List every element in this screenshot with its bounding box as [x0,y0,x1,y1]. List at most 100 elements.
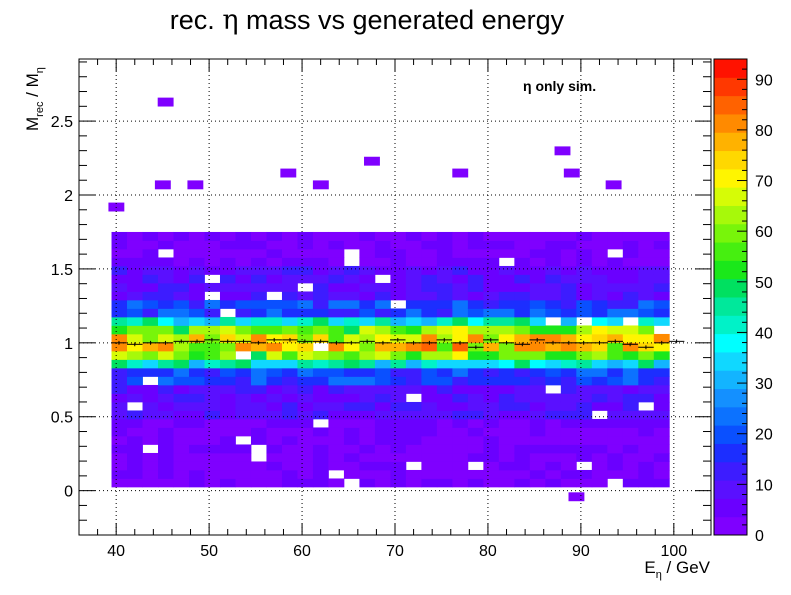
heatmap-cell [607,435,624,445]
heatmap-cell [452,367,469,377]
heatmap-cell [328,342,345,352]
heatmap-cell [235,282,252,292]
heatmap-cell [111,240,128,250]
color-scale-band [714,205,747,225]
heatmap-cell [498,342,515,352]
heatmap-cell [436,444,453,454]
heatmap-cell [281,274,298,284]
heatmap-cell [266,376,283,386]
heatmap-cell [622,265,639,275]
heatmap-cell [622,342,639,352]
heatmap-cell [405,410,422,420]
heatmap-cell [390,240,407,250]
heatmap-cell [343,393,360,403]
heatmap-cell [281,316,298,326]
heatmap-cell [281,231,298,241]
heatmap-cell [467,325,484,335]
heatmap-cell [297,248,314,258]
heatmap-cell [281,393,298,403]
heatmap-cell [374,359,391,369]
heatmap-cell [142,452,159,462]
heatmap-cell [374,299,391,309]
heatmap-cell [343,376,360,386]
profile-point [452,340,468,345]
heatmap-cell [622,427,639,437]
heatmap-cell [545,359,562,369]
heatmap-cell [560,350,577,360]
heatmap-cell [297,435,314,445]
heatmap-cell [405,376,422,386]
heatmap-cell [157,97,174,107]
heatmap-cell [421,376,438,386]
heatmap-cell [127,410,143,420]
heatmap-cell [436,469,453,479]
heatmap-cell [189,401,205,411]
heatmap-cell [111,325,128,335]
heatmap-cell [312,274,329,284]
heatmap-cell [281,282,298,292]
heatmap-cell [374,452,391,462]
heatmap-cell [297,350,314,360]
heatmap-cell [111,231,128,241]
heatmap-cell [638,384,655,394]
heatmap-cell [638,427,655,437]
heatmap-cell [281,384,298,394]
heatmap-cell [127,265,143,275]
heatmap-cell [158,325,174,335]
y-tick-label: 1 [64,336,73,353]
heatmap-cell [545,452,562,462]
heatmap-cell [638,393,655,403]
heatmap-cell [374,248,391,258]
heatmap-cell [343,333,360,343]
heatmap-cell [158,359,174,369]
heatmap-cell [576,478,593,488]
heatmap-cell [436,393,453,403]
heatmap-cell [622,231,639,241]
heatmap-cell [204,248,221,258]
heatmap-cell [328,325,345,335]
heatmap-cell [405,265,422,275]
color-scale-band [714,333,747,353]
heatmap-cell [591,248,608,258]
heatmap-cell [297,342,314,352]
heatmap-cell [591,435,608,445]
heatmap-cell [250,478,267,488]
heatmap-cell [560,299,577,309]
heatmap-cell [127,427,143,437]
heatmap-cell [638,376,655,386]
heatmap-cell [421,299,438,309]
heatmap-cell [560,231,577,241]
heatmap-cell [514,376,531,386]
heatmap-cell [514,401,531,411]
heatmap-cell [576,333,593,343]
heatmap-cell [343,299,360,309]
heatmap-cell [189,316,205,326]
heatmap-cell [189,291,205,301]
heatmap-cell [343,435,360,445]
heatmap-cell [498,299,515,309]
heatmap-cell [390,248,407,258]
heatmap-cell [514,469,531,479]
heatmap-cell [142,308,159,318]
heatmap-cell [266,231,283,241]
heatmap-cell [281,359,298,369]
heatmap-cell [312,410,329,420]
heatmap-cell [622,240,639,250]
color-scale-band [714,59,747,78]
heatmap-cell [514,308,531,318]
heatmap-cell [514,359,531,369]
heatmap-cell [374,367,391,377]
heatmap-cell [483,350,500,360]
heatmap-cell [297,393,314,403]
heatmap-cell [111,444,128,454]
heatmap-cell [638,435,655,445]
heatmap-cell [483,325,500,335]
heatmap-cell [374,342,391,352]
heatmap-cell [142,427,159,437]
heatmap-cell [235,418,252,428]
heatmap-cell [173,282,190,292]
heatmap-cell [436,367,453,377]
heatmap-cell [219,469,236,479]
heatmap-cell [173,325,190,335]
heatmap-cell [374,350,391,360]
